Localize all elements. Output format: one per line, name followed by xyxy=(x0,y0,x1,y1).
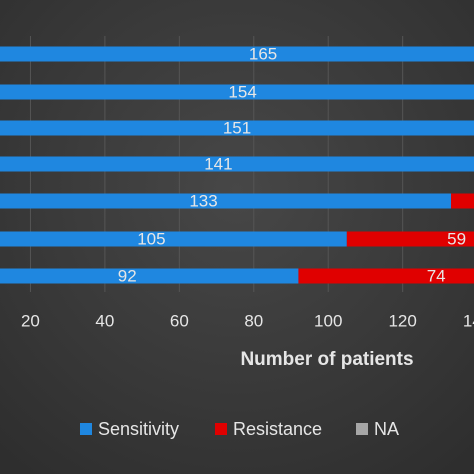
x-axis-label: Number of patients xyxy=(240,349,413,370)
bar-segment xyxy=(0,231,347,247)
bar-segment xyxy=(0,120,474,136)
legend-label: NA xyxy=(374,419,399,439)
data-label: 165 xyxy=(249,44,277,63)
legend-swatch xyxy=(215,423,227,435)
x-tick-label: 140 xyxy=(463,311,474,330)
bar-segment xyxy=(346,231,474,247)
x-tick-label: 60 xyxy=(170,311,189,330)
legend-swatch xyxy=(80,423,92,435)
bar-segment xyxy=(451,193,474,209)
data-label: 141 xyxy=(204,154,232,173)
data-label: 133 xyxy=(189,191,217,210)
bar-segment xyxy=(0,268,299,284)
x-tick-label: 100 xyxy=(314,311,342,330)
legend-label: Resistance xyxy=(233,419,322,439)
x-tick-label: 40 xyxy=(95,311,114,330)
x-tick-label: 20 xyxy=(21,311,40,330)
data-label: 74 xyxy=(427,266,446,285)
data-label: 92 xyxy=(118,266,137,285)
bar-segment xyxy=(0,156,474,172)
bar-segment xyxy=(298,268,474,284)
legend-label: Sensitivity xyxy=(98,419,179,439)
x-tick-label: 120 xyxy=(388,311,416,330)
data-label: 105 xyxy=(137,229,165,248)
bar-segment xyxy=(0,84,474,100)
bar-segment xyxy=(0,46,474,62)
x-tick-label: 80 xyxy=(244,311,263,330)
data-label: 154 xyxy=(228,82,256,101)
data-label: 59 xyxy=(447,229,466,248)
bar-segment xyxy=(0,193,452,209)
legend-swatch xyxy=(356,423,368,435)
data-label: 151 xyxy=(223,118,251,137)
